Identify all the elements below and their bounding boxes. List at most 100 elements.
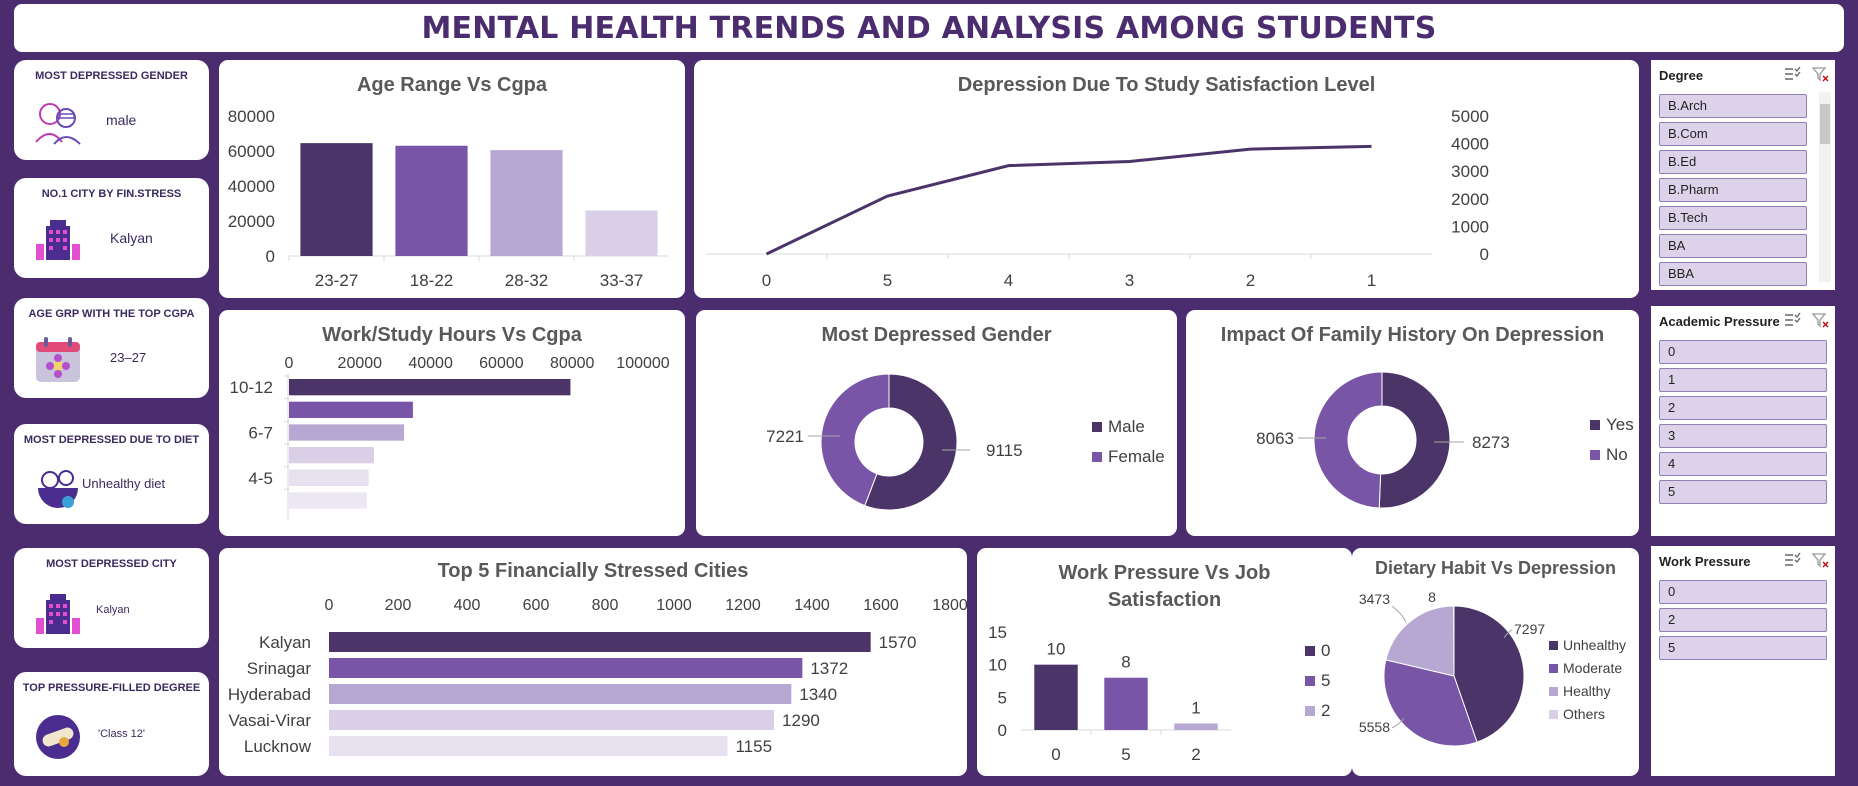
slicer-item[interactable]: 5 <box>1659 636 1827 660</box>
slicer-item[interactable]: B.Pharm <box>1659 178 1807 202</box>
hours-cgpa-chart: 0 20000 40000 60000 80000 100000 10-12 6-7 4-5 <box>230 355 670 520</box>
data-label: 7221 <box>766 427 804 446</box>
x-tick-label: 0 <box>325 597 334 614</box>
y-tick-label: 80000 <box>228 107 275 126</box>
slicer-academic-pressure: Academic Pressure 0 1 2 3 4 5 <box>1651 306 1835 536</box>
x-tick-label: 28-32 <box>505 271 548 290</box>
clear-filter-icon[interactable] <box>1811 312 1829 328</box>
legend-swatch <box>1305 646 1315 656</box>
x-tick-label: 0 <box>285 355 294 372</box>
bar <box>329 710 775 730</box>
chart-card-fin-cities: Top 5 Financially Stressed Cities 0 200 40… <box>219 548 967 776</box>
slicer-item[interactable]: 0 <box>1659 580 1827 604</box>
city-building-icon <box>36 594 80 634</box>
bar <box>289 469 369 486</box>
work-job-chart: 15 10 5 0 10 0 0 8 5 5 1 2 2 <box>988 623 1330 764</box>
slicer-item[interactable]: BA <box>1659 234 1807 258</box>
clear-filter-icon[interactable] <box>1811 552 1829 568</box>
data-label: 8063 <box>1256 429 1294 448</box>
y-tick-label: 4000 <box>1451 135 1489 154</box>
data-label: 1570 <box>879 633 917 652</box>
bar <box>329 632 871 652</box>
slicer-item[interactable]: B.Com <box>1659 122 1807 146</box>
y-tick-label: 6-7 <box>248 423 273 442</box>
x-tick-label: 1600 <box>863 597 899 614</box>
slicer-item[interactable]: 2 <box>1659 396 1827 420</box>
y-tick-label: 40000 <box>228 177 275 196</box>
donut-slice <box>864 373 958 511</box>
y-tick-label: Kalyan <box>259 633 311 652</box>
chart-card-family-history: Impact Of Family History On Depression 8… <box>1186 310 1639 536</box>
slicer-item[interactable]: BBA <box>1659 262 1807 286</box>
data-label: 1290 <box>782 711 820 730</box>
slicer-scrollbar[interactable] <box>1819 92 1831 282</box>
age-cgpa-chart: 80000 60000 40000 20000 0 23-27 18-22 28-32 33-3… <box>228 107 669 290</box>
multi-select-icon[interactable] <box>1783 312 1801 328</box>
chart-title: Depression Due To Study Satisfaction Lev… <box>957 74 1376 96</box>
bar <box>1104 677 1148 730</box>
scrollbar-thumb[interactable] <box>1820 104 1830 144</box>
legend-swatch <box>1549 641 1558 650</box>
x-tick-label: 1200 <box>725 597 761 614</box>
slicer-item[interactable]: B.Tech <box>1659 206 1807 230</box>
multi-select-icon[interactable] <box>1783 66 1801 82</box>
slicer-item[interactable]: 4 <box>1659 452 1827 476</box>
slicer-item[interactable]: 0 <box>1659 340 1827 364</box>
chart-title: Impact Of Family History On Depression <box>1220 324 1605 346</box>
slicer-item[interactable]: 5 <box>1659 480 1827 504</box>
chart-title: Dietary Habit Vs Depression <box>1374 558 1617 578</box>
dashboard-title: MENTAL HEALTH TRENDS AND ANALYSIS AMONG … <box>421 10 1437 46</box>
slicer-item[interactable]: 1 <box>1659 368 1827 392</box>
legend-swatch <box>1549 710 1558 719</box>
kpi-value: male <box>106 112 137 128</box>
data-label: 10 <box>1047 640 1066 659</box>
y-tick-label: Vasai-Virar <box>228 711 311 730</box>
leader-line <box>1391 717 1405 729</box>
x-tick-label: 5 <box>883 271 892 290</box>
slicer-work-pressure: Work Pressure 0 2 5 <box>1651 546 1835 776</box>
kpi-value: 23–27 <box>110 350 147 365</box>
multi-select-icon[interactable] <box>1783 552 1801 568</box>
x-tick-label: 1000 <box>656 597 692 614</box>
x-tick-label: 80000 <box>550 355 595 372</box>
gender-donut-chart: 9115 Male 7221 Female <box>766 373 1165 511</box>
x-tick-label: 60000 <box>479 355 524 372</box>
legend-label: Moderate <box>1563 660 1622 676</box>
chart-card-age-cgpa: Age Range Vs Cgpa 80000 60000 40000 20000 0 2… <box>219 60 685 298</box>
slicer-item[interactable]: B.Arch <box>1659 94 1807 118</box>
slicer-item[interactable]: 2 <box>1659 608 1827 632</box>
family-history-donut-chart: 8273 Yes 8063 No <box>1256 371 1634 509</box>
leader-line <box>1503 629 1513 639</box>
y-tick-label: 4-5 <box>248 469 273 488</box>
chart-card-work-job: Work Pressure Vs Job Satisfaction 15 10 5 0… <box>977 548 1352 776</box>
bar <box>329 658 803 678</box>
y-tick-label: 15 <box>988 623 1007 642</box>
data-label: 1 <box>1191 698 1200 717</box>
x-tick-label: 33-37 <box>600 271 643 290</box>
dashboard-title-bar: MENTAL HEALTH TRENDS AND ANALYSIS AMONG … <box>14 4 1844 52</box>
y-tick-label: 0 <box>266 247 275 266</box>
kpi-title: TOP PRESSURE-FILLED DEGREE <box>22 682 201 694</box>
kpi-title: MOST DEPRESSED GENDER <box>35 70 188 82</box>
slicer-item[interactable]: B.Ed <box>1659 150 1807 174</box>
chart-title: Work/Study Hours Vs Cgpa <box>322 324 582 346</box>
legend-label: 0 <box>1321 641 1330 660</box>
x-tick-label: 800 <box>592 597 619 614</box>
series-line <box>765 144 1372 256</box>
y-tick-label: 5000 <box>1451 107 1489 126</box>
slicer-item[interactable]: 3 <box>1659 424 1827 448</box>
legend-swatch <box>1590 450 1600 460</box>
y-tick-label: 10 <box>988 656 1007 675</box>
data-label: 8273 <box>1472 433 1510 452</box>
pie-slice <box>1383 659 1478 747</box>
bar <box>289 492 367 509</box>
slicer-degree: Degree B.Arch B.Com B.Ed B.Pharm B.Tech BA BBA <box>1651 60 1835 290</box>
y-tick-label: 10-12 <box>230 378 273 397</box>
x-tick-label: 1400 <box>794 597 830 614</box>
legend-label: Unhealthy <box>1563 637 1626 653</box>
data-label: 5558 <box>1359 719 1390 735</box>
clear-filter-icon[interactable] <box>1811 66 1829 82</box>
chart-title-line: Satisfaction <box>1107 589 1222 611</box>
bar <box>289 424 405 441</box>
people-icon <box>35 103 81 145</box>
